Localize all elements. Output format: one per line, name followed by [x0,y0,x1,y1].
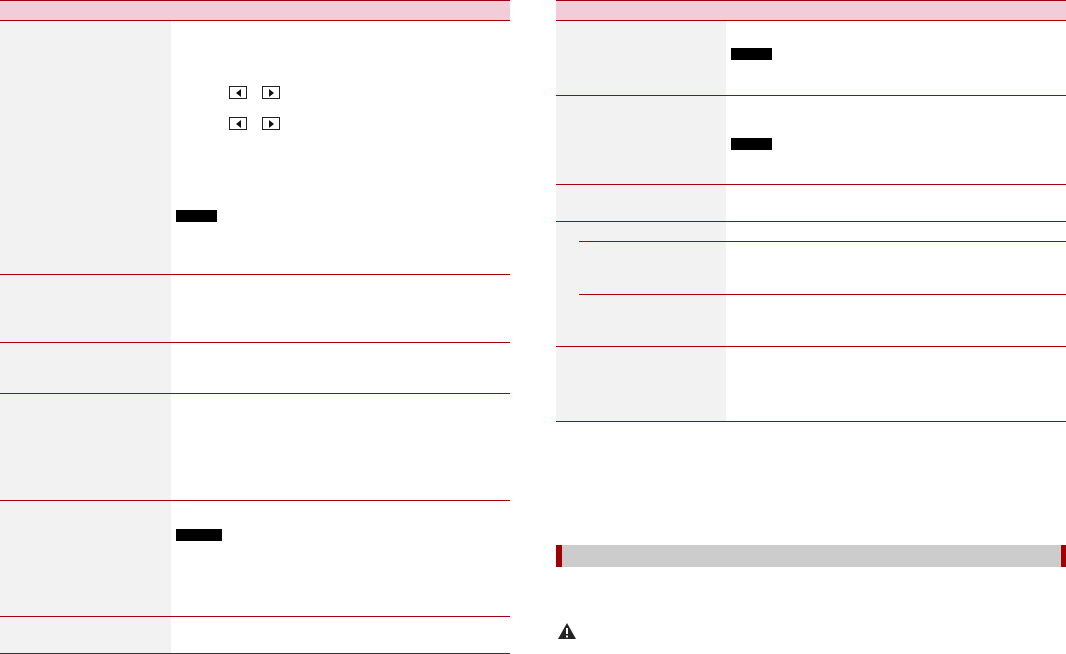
row-divider [0,616,510,617]
note-badge [731,48,772,60]
table-bottom-border [556,421,1066,422]
row-divider [0,393,510,394]
right-arrow-button-icon [262,117,280,130]
row-divider [0,342,510,343]
section-bar-right-edge [1061,545,1066,567]
sub-row-divider [579,241,1066,242]
section-heading-bar [556,545,1066,567]
note-badge [176,210,217,222]
right-settings-table [556,0,1066,430]
right-arrow-button-icon [262,86,280,99]
sub-row-divider [579,294,1066,295]
section-bar-left-edge [556,545,562,567]
row-divider [0,500,510,501]
left-settings-table [0,0,510,654]
row-divider [556,184,1066,185]
row-divider [556,221,1066,222]
row-divider [556,346,1066,347]
left-arrow-button-icon [229,86,247,99]
right-table-header [556,0,1066,21]
left-arrow-button-icon [229,117,247,130]
note-badge [176,529,222,541]
row-divider [0,274,510,275]
left-label-column [0,21,171,653]
row-divider [556,95,1066,96]
warning-icon [557,622,577,640]
left-table-header [0,0,510,21]
note-badge [731,138,772,150]
